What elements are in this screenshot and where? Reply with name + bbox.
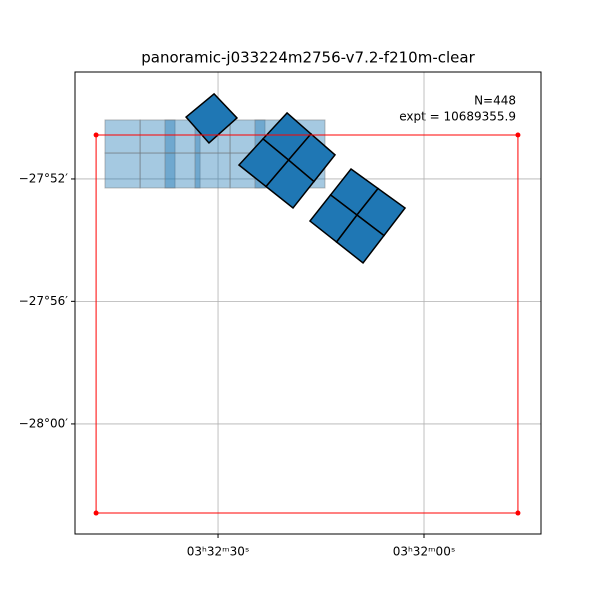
y-tick-label: −27°52′ (19, 171, 69, 185)
tile (229, 119, 266, 154)
x-tick-label: 03ʰ32ᵐ30ˢ (187, 545, 250, 559)
x-tick-label: 03ʰ32ᵐ00ˢ (393, 545, 456, 559)
footprint (237, 137, 290, 188)
outline-vertex (93, 510, 99, 516)
tile (104, 119, 141, 154)
outline-vertex (93, 132, 99, 138)
footprint (308, 193, 358, 244)
footprint (184, 92, 239, 144)
outline-vertex (515, 510, 521, 516)
chart-title: panoramic-j033224m2756-v7.2-f210m-clear (141, 49, 475, 67)
outline (95, 134, 519, 514)
plot-frame (74, 71, 542, 535)
outline-vertex (515, 132, 521, 138)
tile (194, 152, 231, 189)
tile (139, 152, 176, 189)
y-tick-label: −28°00′ (19, 416, 69, 430)
tile (104, 152, 141, 189)
tile (164, 152, 201, 189)
tile (139, 119, 176, 154)
annotation: expt = 10689355.9 (399, 110, 516, 124)
annotation: N=448 (474, 94, 516, 108)
y-tick-label: −27°56′ (19, 294, 69, 308)
